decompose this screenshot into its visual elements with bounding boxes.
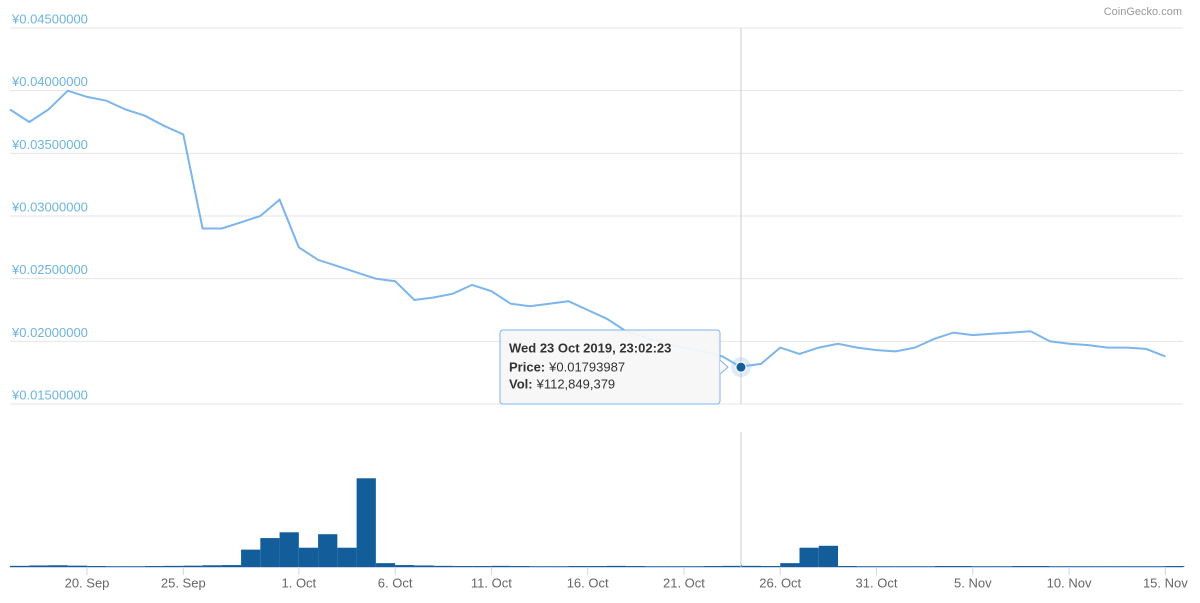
y-tick-label: ¥0.03000000	[11, 199, 88, 214]
x-tick-label: 26. Oct	[759, 575, 801, 590]
volume-bar	[433, 565, 453, 567]
volume-bar	[838, 566, 858, 567]
x-tick-label: 6. Oct	[378, 575, 413, 590]
volume-bar	[67, 565, 88, 567]
volume-bar	[106, 566, 126, 567]
volume-bar	[760, 566, 781, 567]
x-tick-label: 15. Nov	[1143, 575, 1188, 590]
volume-bar	[683, 566, 704, 567]
volume-bar	[645, 566, 665, 567]
volume-bar	[48, 565, 68, 567]
tooltip: Wed 23 Oct 2019, 23:02:23 Price: ¥0.017939…	[499, 329, 729, 405]
x-tick-label: 20. Sep	[65, 575, 110, 590]
volume-bar	[414, 565, 434, 567]
volume-bar	[356, 478, 376, 567]
x-tick-label: 31. Oct	[856, 575, 898, 590]
volume-bar	[876, 566, 896, 567]
volume-bar	[1107, 566, 1127, 567]
x-tick-label: 11. Oct	[471, 575, 512, 590]
x-tick-label: 16. Oct	[567, 575, 609, 590]
tooltip-label: Vol:	[509, 376, 533, 391]
tooltip-pointer	[719, 359, 729, 375]
hover-point	[735, 361, 747, 373]
volume-bar	[510, 566, 530, 567]
volume-bar	[780, 563, 800, 567]
volume-bar	[1030, 566, 1050, 567]
volume-bar	[895, 566, 916, 567]
volume-bar	[799, 547, 819, 567]
volume-bar	[549, 566, 569, 567]
volume-bar	[202, 565, 222, 567]
tooltip-value: ¥112,849,379	[536, 376, 616, 391]
volume-bar	[1126, 566, 1147, 567]
tooltip-title: Wed 23 Oct 2019, 23:02:23	[509, 340, 671, 355]
volume-bar	[375, 563, 396, 567]
volume-bar	[1049, 566, 1070, 567]
volume-bar	[144, 566, 165, 567]
volume-bar	[606, 565, 627, 567]
volume-bar	[125, 566, 145, 567]
volume-bar	[395, 565, 415, 567]
volume-bar	[10, 565, 30, 567]
volume-bar	[992, 566, 1012, 567]
volume-bar	[298, 547, 319, 567]
volume-bar	[1088, 566, 1108, 567]
credit: CoinGecko.com	[1104, 6, 1182, 18]
volume-bar	[260, 538, 280, 567]
x-tick-label: 25. Sep	[161, 575, 206, 590]
volume-bar	[703, 566, 723, 567]
y-tick-label: ¥0.02500000	[11, 262, 88, 277]
volume-bar	[452, 566, 473, 567]
volume-bar	[818, 545, 838, 567]
volume-bar	[1069, 566, 1089, 567]
price-line	[9, 89, 1166, 369]
y-tick-label: ¥0.04000000	[11, 74, 88, 89]
x-tick-label: 21. Oct	[663, 575, 705, 590]
volume-bar	[164, 565, 184, 567]
y-tick-label: ¥0.02000000	[11, 325, 88, 340]
volume-bar	[472, 566, 492, 567]
volume-bar	[337, 547, 357, 567]
volume-bar	[87, 566, 107, 567]
y-tick-label: ¥0.01500000	[11, 387, 88, 402]
volume-bar	[1165, 566, 1185, 567]
volume-bar	[857, 566, 877, 567]
volume-bar	[934, 566, 954, 567]
volume-bar	[972, 566, 993, 567]
volume-bar	[318, 534, 338, 567]
volume-bar	[741, 565, 761, 567]
volume-bar	[587, 566, 607, 567]
volume-bar	[953, 566, 973, 567]
tooltip-value: ¥0.01793987	[548, 359, 625, 374]
volume-bar	[491, 565, 511, 567]
volume-bar	[1146, 566, 1166, 567]
x-tick-label: 10. Nov	[1047, 575, 1092, 590]
x-tick-label: 1. Oct	[281, 575, 316, 590]
volume-bar	[1011, 566, 1031, 567]
volume-bar	[183, 565, 203, 567]
volume-bar	[722, 565, 741, 567]
y-tick-label: ¥0.04500000	[11, 11, 88, 26]
volume-bar	[626, 566, 646, 567]
x-tick-label: 5. Nov	[954, 575, 992, 590]
volume-bar	[664, 566, 684, 567]
volume-bar	[241, 549, 261, 567]
y-tick-label: ¥0.03500000	[11, 137, 88, 152]
volume-bar	[279, 532, 299, 567]
volume-bar	[29, 565, 49, 567]
volume-bar	[915, 566, 935, 567]
volume-bar	[529, 566, 550, 567]
tooltip-label: Price:	[509, 359, 545, 374]
volume-bar	[568, 566, 588, 567]
volume-bar	[221, 565, 242, 567]
